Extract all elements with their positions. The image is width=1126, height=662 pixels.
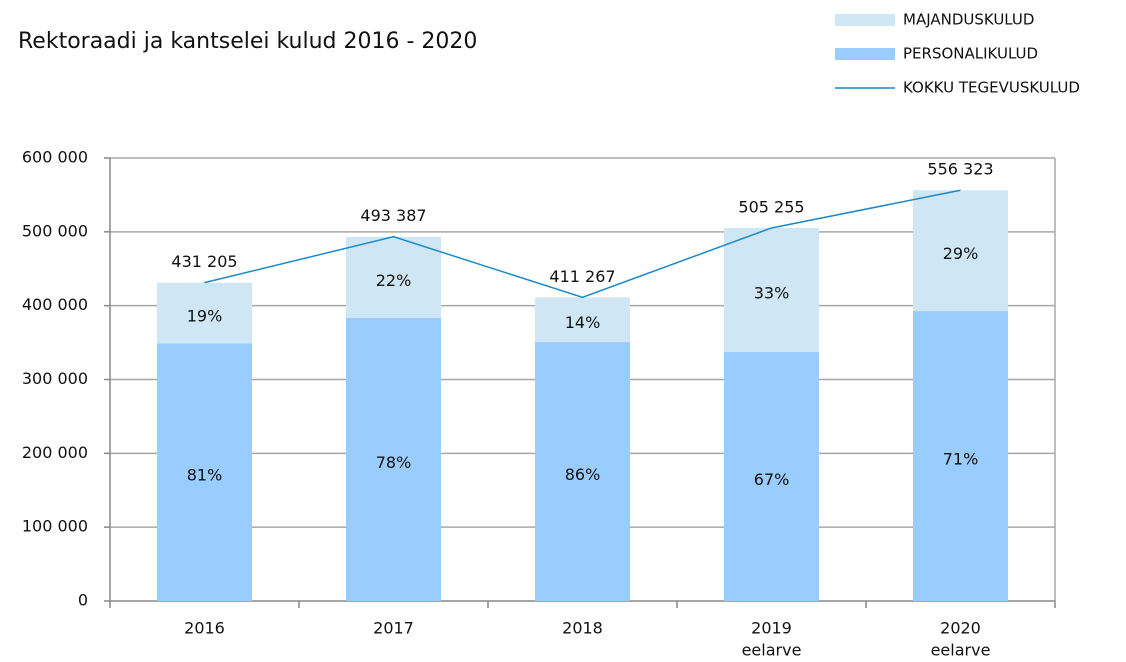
y-tick-label: 300 000 bbox=[22, 369, 88, 388]
share-label: 22% bbox=[376, 271, 412, 290]
share-label: 78% bbox=[376, 453, 412, 472]
bar-segment bbox=[535, 297, 630, 343]
bar-segment bbox=[913, 190, 1008, 312]
bar-segment bbox=[157, 343, 252, 601]
data-label: 431 205 bbox=[171, 252, 237, 271]
y-tick-label: 0 bbox=[78, 591, 88, 610]
legend-swatch bbox=[835, 48, 895, 60]
y-tick-label: 500 000 bbox=[22, 221, 88, 240]
share-label: 71% bbox=[943, 450, 979, 469]
bar-segment bbox=[913, 311, 1008, 601]
data-label: 493 387 bbox=[360, 206, 426, 225]
total-line bbox=[204, 189, 961, 299]
share-label: 67% bbox=[754, 470, 790, 489]
bar-segment bbox=[346, 236, 441, 318]
x-tick-label: 2017 bbox=[373, 619, 414, 638]
chart-title: Rektoraadi ja kantselei kulud 2016 - 202… bbox=[18, 29, 477, 54]
x-tick-label: 2020 bbox=[940, 619, 981, 638]
bar-segment bbox=[346, 317, 441, 601]
share-label: 29% bbox=[943, 244, 979, 263]
data-label: 556 323 bbox=[927, 160, 993, 179]
x-tick-label: eelarve bbox=[742, 641, 802, 660]
share-label: 81% bbox=[187, 466, 223, 485]
share-label: 19% bbox=[187, 307, 223, 326]
data-label: 411 267 bbox=[549, 267, 615, 286]
data-label: 505 255 bbox=[738, 197, 804, 216]
x-tick-label: 2018 bbox=[562, 619, 603, 638]
y-tick-label: 600 000 bbox=[22, 148, 88, 167]
legend-label: KOKKU TEGEVUSKULUD bbox=[903, 79, 1080, 97]
bar-segment bbox=[724, 352, 819, 601]
share-label: 33% bbox=[754, 284, 790, 303]
share-label: 86% bbox=[565, 465, 601, 484]
bar-segment bbox=[157, 282, 252, 344]
legend-swatch bbox=[835, 14, 895, 26]
x-tick-label: eelarve bbox=[931, 641, 991, 660]
x-tick-label: 2016 bbox=[184, 619, 225, 638]
y-tick-label: 100 000 bbox=[22, 517, 88, 536]
y-tick-label: 400 000 bbox=[22, 295, 88, 314]
legend-label: PERSONALIKULUD bbox=[903, 45, 1038, 63]
bar-segment bbox=[535, 342, 630, 601]
x-tick-label: 2019 bbox=[751, 619, 792, 638]
bar-segment bbox=[724, 227, 819, 353]
y-tick-label: 200 000 bbox=[22, 443, 88, 462]
share-label: 14% bbox=[565, 313, 601, 332]
legend-label: MAJANDUSKULUD bbox=[903, 11, 1034, 29]
